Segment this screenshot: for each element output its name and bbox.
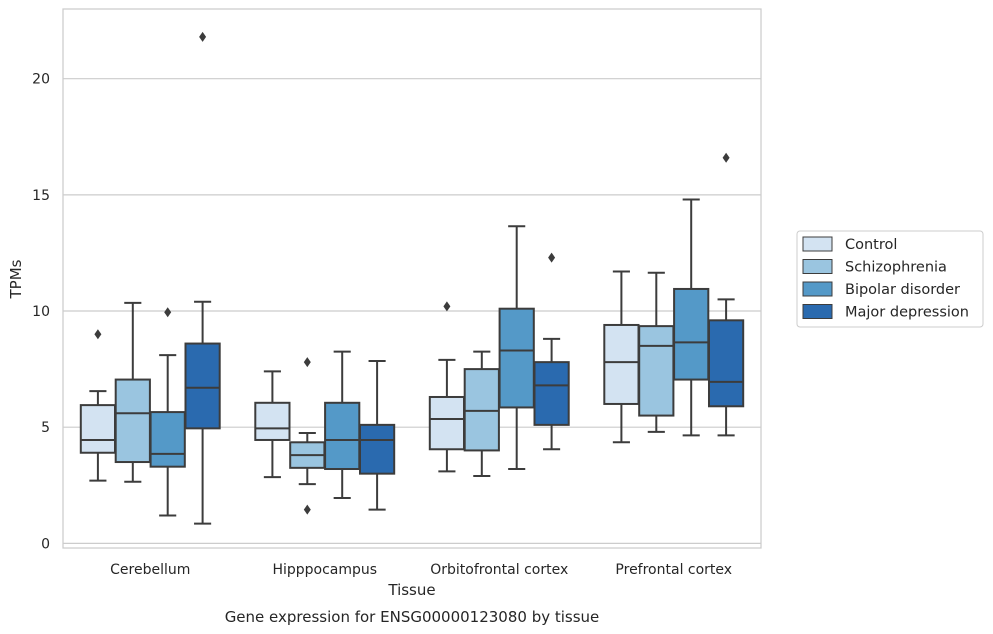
box-2-2 [498, 225, 535, 471]
legend: Control Schizophrenia Bipolar disorder Majo… [796, 230, 984, 328]
legend-swatch [802, 304, 833, 319]
legend-swatch [802, 281, 833, 297]
box-body [79, 404, 117, 454]
box-0-0 [79, 329, 117, 482]
box-body [638, 325, 675, 417]
box-body [533, 361, 570, 426]
box-2-1 [463, 350, 500, 477]
legend-entry: Bipolar disorder [845, 282, 960, 298]
x-tick-label: Hipppocampus [272, 562, 377, 578]
box-body [184, 342, 221, 430]
box-body [254, 401, 291, 441]
legend-swatch [802, 259, 833, 274]
box-3-2 [673, 198, 710, 437]
outlier-point [199, 31, 207, 42]
y-tick-labels: 0 5 10 15 20 [32, 72, 50, 553]
outlier-point [164, 307, 172, 318]
legend-entry: Major depression [845, 305, 969, 321]
box-body [603, 323, 640, 405]
outlier-point [303, 357, 311, 368]
y-tick-label: 5 [41, 420, 50, 436]
outlier-point [303, 504, 311, 515]
box-2-0 [428, 301, 466, 473]
box-0-2 [149, 307, 186, 517]
box-body [358, 423, 396, 475]
box-1-3 [358, 359, 396, 511]
legend-frame [796, 230, 984, 328]
x-tick-label: Cerebellum [110, 562, 190, 578]
y-axis-label: TPMs [7, 259, 25, 299]
legend-entry: Control [845, 237, 897, 253]
box-1-1 [289, 357, 326, 515]
box-3-3 [707, 152, 745, 437]
outlier-point [722, 152, 730, 163]
box-3-0 [603, 270, 640, 444]
box-body [707, 319, 745, 408]
box-body [149, 411, 186, 468]
box-0-3 [184, 31, 221, 525]
x-tick-labels: Cerebellum Hipppocampus Orbitofrontal cort… [110, 562, 732, 578]
box-body [428, 395, 466, 451]
box-2-3 [533, 252, 570, 451]
y-tick-label: 15 [32, 188, 50, 204]
box-body [463, 368, 500, 452]
box-1-2 [324, 350, 361, 500]
y-tick-label: 20 [32, 72, 50, 88]
box-1-0 [254, 370, 291, 479]
x-tick-label: Prefrontal cortex [615, 562, 732, 578]
boxes [79, 31, 745, 525]
box-body [673, 287, 710, 381]
outlier-point [443, 301, 451, 312]
legend-entry: Schizophrenia [845, 260, 947, 276]
x-tick-label: Orbitofrontal cortex [430, 562, 568, 578]
box-body [324, 401, 361, 471]
box-body [114, 378, 151, 464]
chart-caption: Gene expression for ENSG00000123080 by t… [225, 608, 600, 626]
box-body [498, 307, 535, 409]
y-tick-label: 0 [41, 536, 50, 552]
x-axis-label: Tissue [387, 581, 435, 599]
outlier-point [94, 329, 102, 340]
outlier-point [548, 252, 556, 263]
y-tick-label: 10 [32, 304, 50, 320]
legend-swatch [802, 236, 833, 252]
